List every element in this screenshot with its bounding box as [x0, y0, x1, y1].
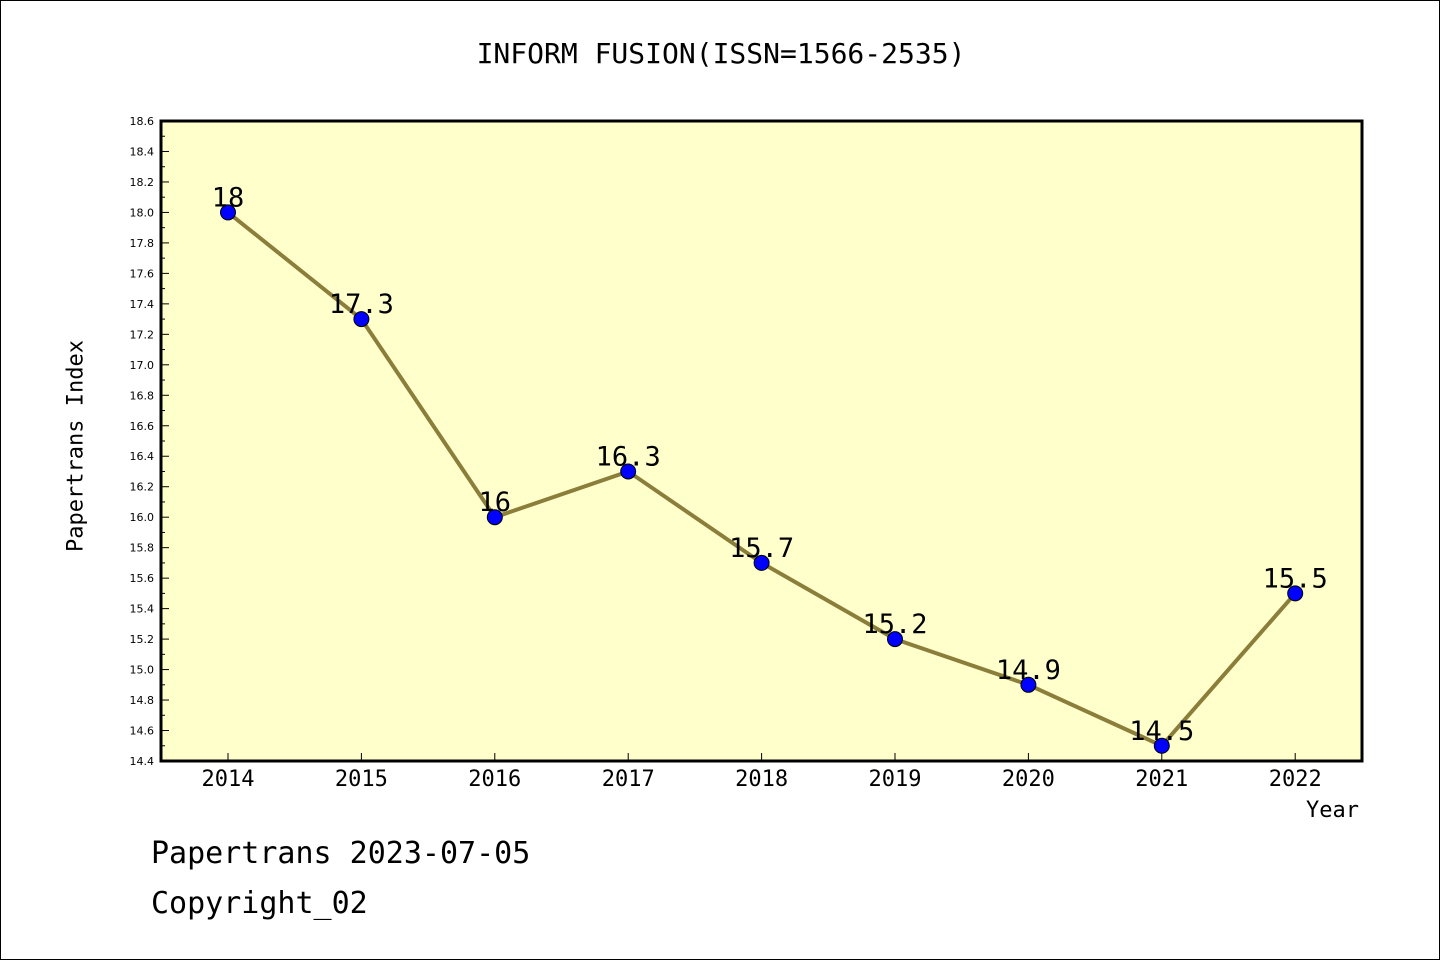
data-label: 15.2	[862, 609, 927, 640]
y-tick-label: 14.6	[130, 725, 155, 738]
plot-area	[159, 119, 1364, 763]
data-label: 15.5	[1263, 563, 1328, 594]
series-group	[220, 204, 1304, 754]
x-tick-label: 2021	[1135, 767, 1188, 792]
x-tick-label: 2019	[869, 767, 922, 792]
y-tick-label: 18.0	[130, 206, 155, 219]
data-label: 18	[212, 182, 245, 213]
y-tick-label: 15.6	[130, 572, 155, 585]
y-tick-label: 15.2	[130, 633, 155, 646]
x-axis-title: Year	[1306, 798, 1359, 823]
y-tick-label: 14.4	[130, 755, 155, 768]
data-point	[753, 554, 770, 571]
footer-date: Papertrans 2023-07-05	[151, 836, 531, 871]
y-tick-label: 16.2	[130, 481, 155, 494]
y-tick-label: 15.0	[130, 664, 155, 677]
data-point	[1153, 737, 1170, 754]
data-label: 14.9	[996, 655, 1061, 686]
data-label: 16	[479, 487, 512, 518]
data-label: 17.3	[329, 289, 394, 320]
footer-copyright: Copyright_02	[151, 886, 368, 921]
data-label: 16.3	[596, 441, 661, 472]
data-label: 14.5	[1129, 716, 1194, 747]
y-tick-label: 18.2	[130, 176, 155, 189]
x-tick-label: 2017	[602, 767, 655, 792]
x-tick-label: 2022	[1269, 767, 1322, 792]
y-tick-label: 17.4	[130, 298, 155, 311]
data-point	[620, 463, 637, 480]
x-axis: 2014 2015 2016 2017 2018 2019 2020 2021 2022	[202, 753, 1322, 792]
data-point	[887, 631, 903, 648]
data-point	[1287, 585, 1304, 602]
y-tick-label: 16.4	[130, 450, 155, 463]
data-point	[1020, 676, 1037, 693]
y-tick-label: 16.8	[130, 389, 155, 402]
chart-title: INFORM FUSION(ISSN=1566-2535)	[476, 37, 966, 70]
y-tick-label: 14.8	[130, 694, 155, 707]
y-tick-label: 16.0	[130, 511, 155, 524]
y-tick-label: 16.6	[130, 420, 155, 433]
data-label: 15.7	[729, 533, 794, 564]
x-tick-label: 2014	[202, 767, 255, 792]
y-tick-label: 17.8	[130, 237, 155, 250]
data-point	[486, 509, 503, 526]
data-point	[220, 204, 236, 221]
data-point	[353, 311, 370, 328]
y-axis: 14.4 14.6 14.8 15.0 15.2 15.4 15.6 15.8 16.0 16.2…	[130, 115, 169, 768]
y-tick-label: 18.4	[130, 145, 155, 158]
x-tick-label: 2020	[1002, 767, 1055, 792]
y-axis-title: Papertrans Index	[63, 340, 89, 552]
y-tick-label: 17.6	[130, 267, 155, 280]
y-tick-label: 18.6	[130, 115, 155, 128]
y-tick-label: 15.4	[130, 603, 155, 616]
data-labels: 18 17.3 16 16.3 15.7 15.2 14.9 14.5 15.5	[212, 182, 1328, 746]
x-tick-label: 2016	[468, 767, 521, 792]
x-tick-label: 2018	[735, 767, 788, 792]
y-tick-label: 15.8	[130, 542, 155, 555]
y-tick-label: 17.0	[130, 359, 155, 372]
x-tick-label: 2015	[335, 767, 388, 792]
y-tick-label: 17.2	[130, 328, 155, 341]
